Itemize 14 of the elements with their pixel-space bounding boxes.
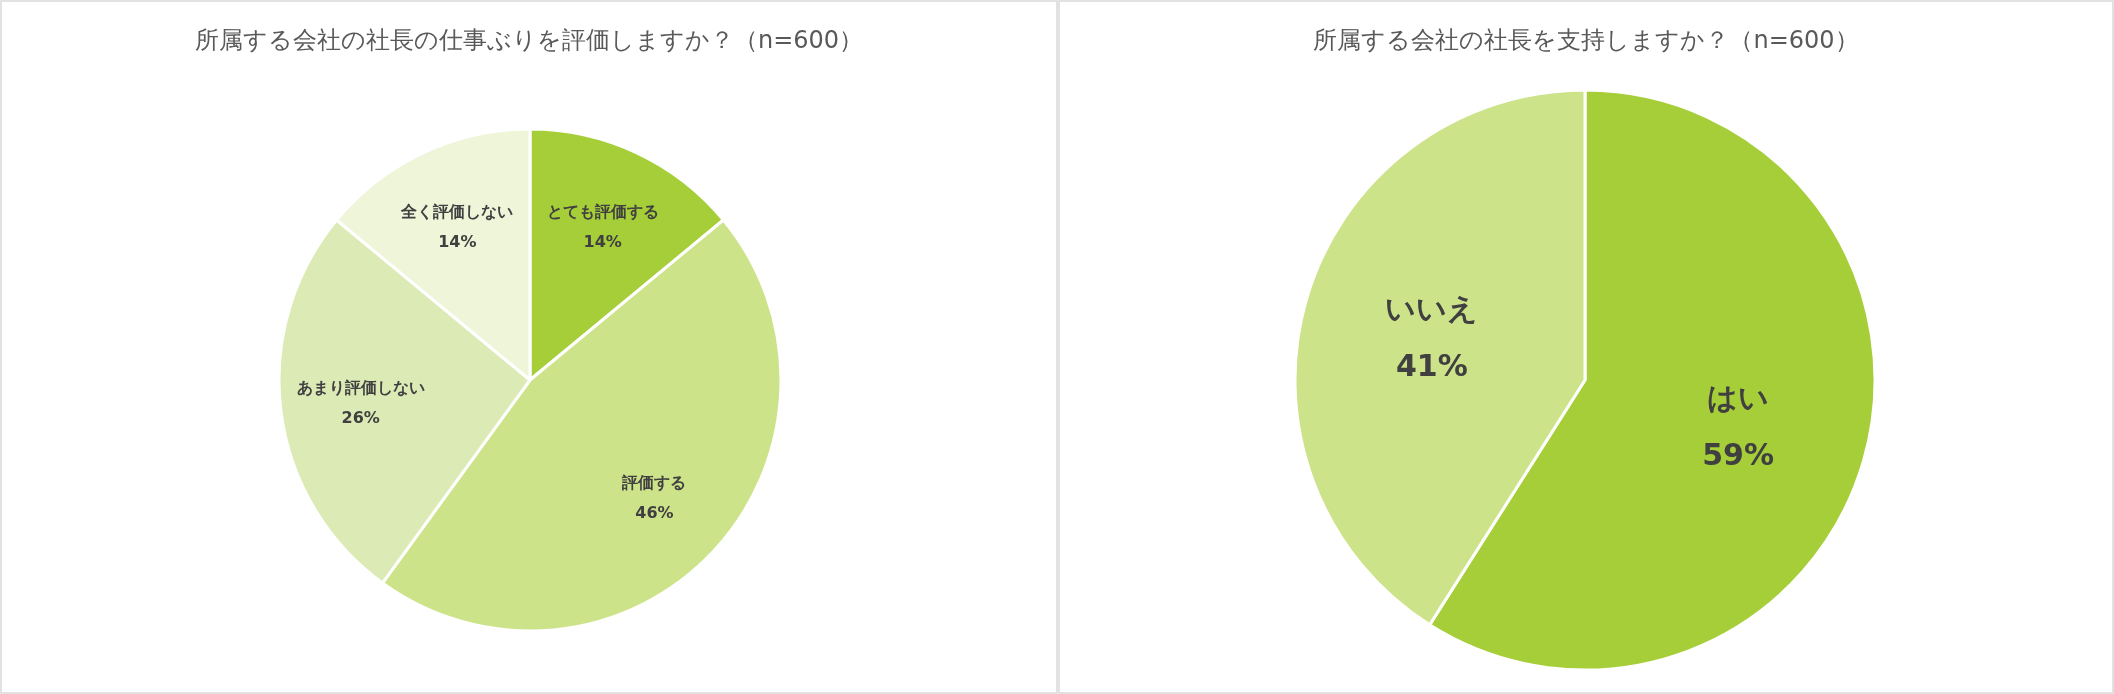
slice-label: いいえ <box>1385 291 1479 326</box>
data-label: 59% <box>1702 437 1775 472</box>
data-label: 26% <box>341 407 380 427</box>
data-label: 46% <box>635 503 674 523</box>
chart-title: 所属する会社の社長を支持しますか？（n=600） <box>1313 26 1859 54</box>
slice-label: 全く評価しない <box>400 201 514 221</box>
slice-label: 評価する <box>621 473 687 493</box>
slice-label: あまり評価しない <box>296 377 425 397</box>
data-label: 14% <box>438 232 477 252</box>
slice-label: はい <box>1707 380 1770 415</box>
chart-title: 所属する会社の社長の仕事ぶりを評価しますか？（n=600） <box>194 26 864 54</box>
slice-label: とても評価する <box>546 201 659 221</box>
data-label: 14% <box>583 232 622 252</box>
data-label: 41% <box>1395 348 1468 383</box>
